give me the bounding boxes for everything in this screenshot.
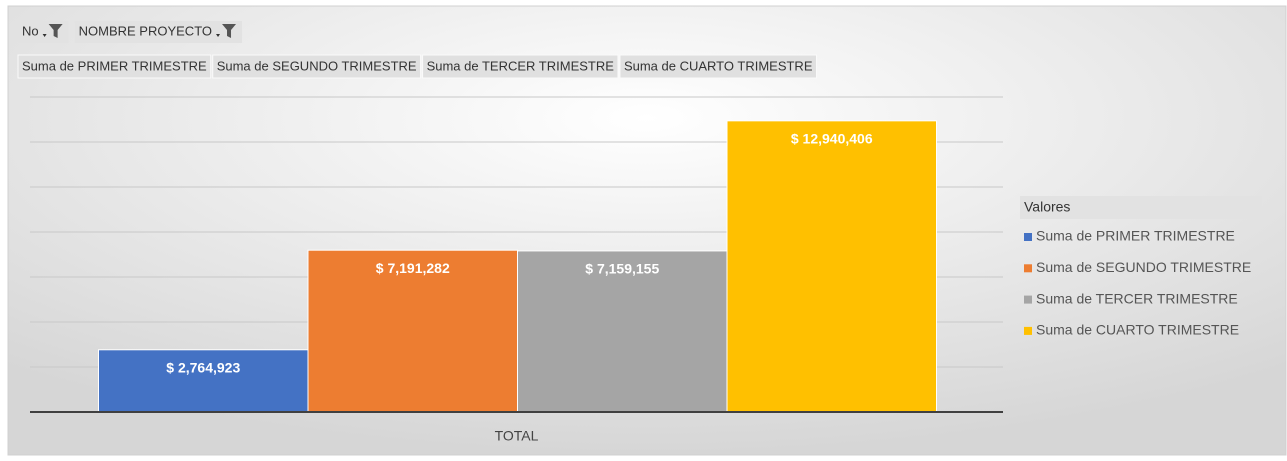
legend-label: Suma de SEGUNDO TRIMESTRE	[1036, 259, 1251, 275]
legend-label: Suma de CUARTO TRIMESTRE	[1036, 322, 1239, 338]
value-field-label: Suma de SEGUNDO TRIMESTRE	[217, 58, 417, 73]
legend-swatch	[1024, 295, 1032, 304]
data-label: $ 7,159,155	[585, 261, 659, 277]
legend-label: Suma de PRIMER TRIMESTRE	[1036, 228, 1235, 244]
filter-field-label: No	[22, 23, 39, 38]
x-tick-label: TOTAL	[495, 428, 539, 444]
legend-swatch	[1024, 233, 1032, 241]
data-label: $ 2,764,923	[166, 359, 240, 375]
value-field-label: Suma de CUARTO TRIMESTRE	[624, 58, 813, 73]
value-field-button[interactable]: Suma de TERCER TRIMESTRE	[422, 54, 619, 79]
data-label: $ 7,191,282	[376, 260, 450, 276]
value-field-buttons: Suma de PRIMER TRIMESTRE Suma de SEGUNDO …	[17, 54, 817, 79]
filter-icon	[222, 24, 237, 38]
legend-swatch	[1024, 326, 1032, 335]
filter-button[interactable]: NOMBRE PROYECTO	[74, 21, 243, 43]
legend-title: Valores	[1024, 199, 1070, 215]
dropdown-arrow	[216, 34, 221, 37]
bar	[307, 249, 518, 413]
filter-button-bg	[74, 21, 243, 43]
bar	[98, 349, 309, 413]
value-field-label: Suma de PRIMER TRIMESTRE	[22, 58, 207, 73]
value-button-bg	[17, 54, 212, 79]
legend-title-bg	[1020, 196, 1262, 219]
legend-swatch	[1024, 264, 1032, 273]
filter-button[interactable]: No	[18, 21, 69, 43]
value-field-button[interactable]: Suma de PRIMER TRIMESTRE	[17, 54, 212, 79]
value-button-bg	[422, 54, 619, 79]
bar	[726, 120, 937, 413]
value-button-bg	[619, 54, 817, 79]
data-label: $ 12,940,406	[791, 131, 873, 147]
filter-field-label: NOMBRE PROYECTO	[79, 23, 212, 38]
dropdown-arrow	[42, 34, 47, 37]
filter-icon	[48, 24, 63, 38]
value-button-bg	[212, 54, 422, 79]
value-field-button[interactable]: Suma de CUARTO TRIMESTRE	[619, 54, 817, 79]
bar	[517, 250, 728, 413]
value-field-button[interactable]: Suma de SEGUNDO TRIMESTRE	[212, 54, 422, 79]
filter-fields: No NOMBRE PROYECTO	[18, 21, 243, 43]
value-field-label: Suma de TERCER TRIMESTRE	[427, 58, 615, 73]
legend-label: Suma de TERCER TRIMESTRE	[1036, 290, 1238, 306]
